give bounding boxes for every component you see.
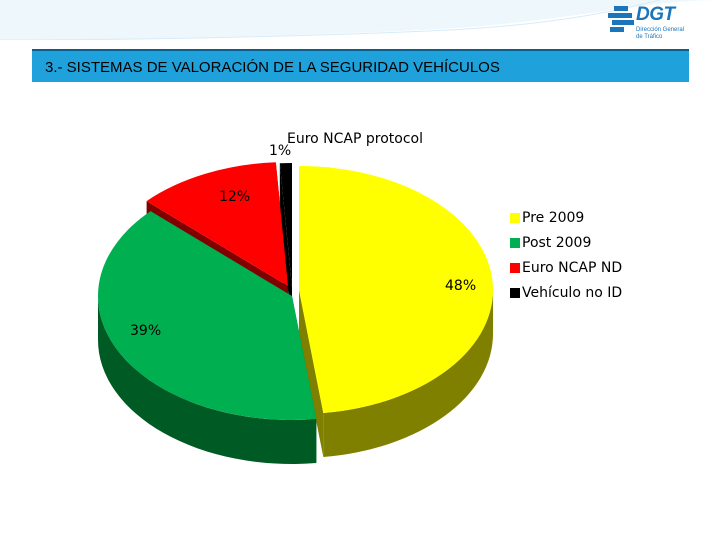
pie-side-pre-2009 [323, 290, 493, 458]
legend-item-vehiculo-no-id: Vehículo no ID [510, 280, 622, 305]
data-label-euro-ncap-nd: 12% [219, 189, 251, 205]
legend-swatch [510, 237, 520, 248]
header-wave [0, 0, 720, 40]
pie-cut-face-vehiculo-no-id [279, 163, 292, 331]
page-title: 3.- SISTEMAS DE VALORACIÓN DE LA SEGURID… [45, 59, 500, 76]
legend-item-post-2009: Post 2009 [510, 230, 622, 255]
dgt-logo: DGT Dirección General de Tráfico [606, 2, 716, 46]
dgt-logo-subtitle-2: de Tráfico [636, 34, 663, 40]
legend-label: Euro NCAP ND [522, 259, 623, 276]
legend-swatch [510, 287, 520, 298]
legend-swatch [510, 212, 520, 223]
legend-swatch [510, 262, 520, 273]
legend-label: Pre 2009 [522, 209, 585, 226]
legend-item-pre-2009: Pre 2009 [510, 205, 622, 230]
annotation-label: Euro NCAP protocol [287, 131, 424, 147]
pie-slice-euro-ncap-nd [146, 162, 288, 286]
title-bar: 3.- SISTEMAS DE VALORACIÓN DE LA SEGURID… [32, 49, 689, 82]
chart-legend: Pre 2009 Post 2009 Euro NCAP ND Vehículo… [510, 205, 622, 305]
legend-label: Post 2009 [522, 234, 592, 251]
legend-item-euro-ncap-nd: Euro NCAP ND [510, 255, 622, 280]
dgt-emblem-icon [608, 6, 634, 32]
dgt-logo-text: DGT [636, 4, 675, 25]
pie-slice-vehiculo-no-id [279, 163, 292, 287]
pie-cut-face-pre-2009 [299, 290, 324, 458]
pie-slice-pre-2009 [299, 166, 493, 414]
pie-slice-post-2009 [98, 211, 317, 420]
pie-side-post-2009 [98, 296, 317, 464]
data-label-pre-2009: 48% [445, 278, 477, 294]
data-label-post-2009: 39% [130, 323, 162, 339]
legend-label: Vehículo no ID [522, 284, 623, 301]
dgt-logo-subtitle-1: Dirección General [636, 27, 685, 33]
data-label-vehiculo-no-id: 1% [269, 143, 292, 159]
